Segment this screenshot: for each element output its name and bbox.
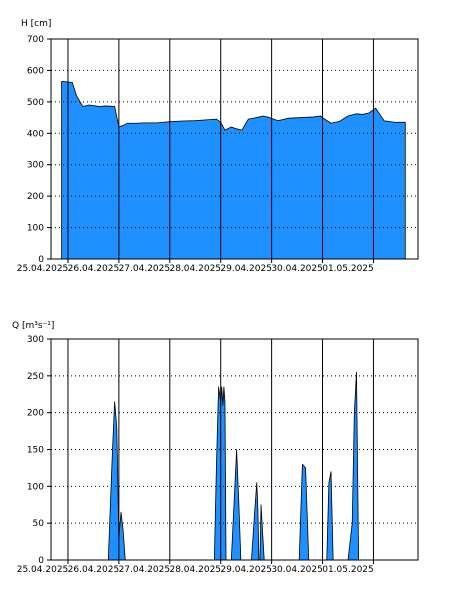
y-tick-label: 600 xyxy=(27,66,44,76)
y-tick-label: 100 xyxy=(27,482,44,492)
x-tick-label: 01.05.2025 xyxy=(322,565,374,575)
plot-frame xyxy=(50,38,419,260)
series-area-0 xyxy=(61,81,406,260)
x-tick-label: 27.04.2025 xyxy=(119,264,171,274)
x-tick-label: 25.04.2025 xyxy=(17,565,69,575)
y-tick-label: 0 xyxy=(38,556,44,566)
x-tick-label: 26.04.2025 xyxy=(68,565,120,575)
y-tick-label: 700 xyxy=(27,35,44,45)
x-tick-label: 30.04.2025 xyxy=(271,264,323,274)
y-tick-label: 250 xyxy=(27,372,44,382)
y-tick-label: 200 xyxy=(27,409,44,419)
y-tick-label: 100 xyxy=(27,224,44,234)
y-tick-label: 0 xyxy=(38,255,44,265)
x-tick-label: 28.04.2025 xyxy=(169,565,221,575)
y-tick-label: 50 xyxy=(33,519,45,529)
x-tick-label: 26.04.2025 xyxy=(68,264,120,274)
water-level-chart: 0 100 200 300 400 500 600 700 25.04.2025 26.04.20… xyxy=(17,19,419,274)
y-tick-label: 500 xyxy=(27,98,44,108)
x-tick-label: 01.05.2025 xyxy=(322,264,374,274)
y-axis-label: Q [m³s⁻¹] xyxy=(12,321,54,331)
x-tick-label: 25.04.2025 xyxy=(17,264,69,274)
x-tick-label: 27.04.2025 xyxy=(119,565,171,575)
x-tick-label: 28.04.2025 xyxy=(169,264,221,274)
x-tick-label: 29.04.2025 xyxy=(220,264,272,274)
x-tick-label: 30.04.2025 xyxy=(271,565,323,575)
y-tick-label: 200 xyxy=(27,192,44,202)
x-tick-label: 29.04.2025 xyxy=(220,565,272,575)
y-tick-label: 400 xyxy=(27,129,44,139)
y-axis-label: H [cm] xyxy=(21,19,51,29)
y-tick-label: 300 xyxy=(27,161,44,171)
discharge-chart: 0 50 100 150 200 250 300 25.04.2025 26.04.2025 27… xyxy=(12,321,419,575)
y-tick-label: 300 xyxy=(27,335,44,345)
y-tick-label: 150 xyxy=(27,446,44,456)
